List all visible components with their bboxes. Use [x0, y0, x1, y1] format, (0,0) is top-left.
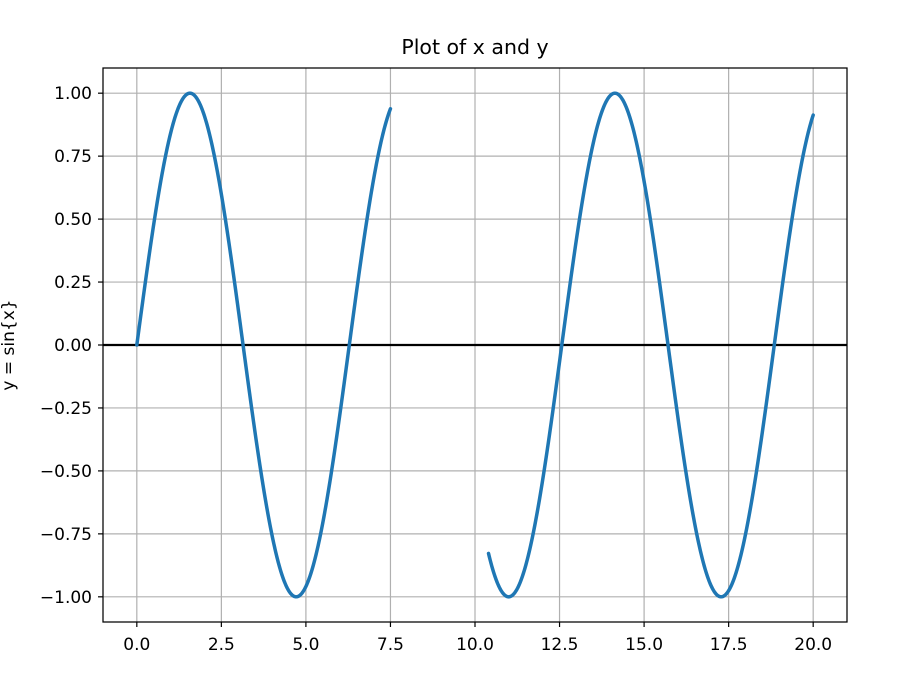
y-tick-label: −0.50: [40, 462, 92, 482]
x-tick-label: 7.5: [377, 635, 404, 655]
x-tick-label: 20.0: [794, 635, 832, 655]
y-tick-label: −1.00: [40, 588, 92, 608]
series-line-segment: [486, 91, 815, 599]
x-tick-label: 17.5: [710, 635, 748, 655]
x-tick-label: 5.0: [292, 635, 319, 655]
x-tick-label: 15.0: [625, 635, 663, 655]
y-tick-label: 0.25: [54, 273, 92, 293]
series-line-segment: [135, 91, 393, 599]
chart-title: Plot of x and y: [401, 35, 548, 59]
y-tick-label: 0.75: [54, 147, 92, 167]
y-axis-ticks: 1.00 0.75 0.50 0.25 0.00 −0.25 −0.50 −0.75 −1.00: [40, 84, 103, 608]
x-tick-label: 0.0: [123, 635, 150, 655]
y-tick-label: 1.00: [54, 84, 92, 104]
y-tick-label: −0.75: [40, 525, 92, 545]
y-tick-label: −0.25: [40, 399, 92, 419]
x-tick-label: 12.5: [541, 635, 579, 655]
series-layer: [135, 91, 815, 599]
x-tick-label: 2.5: [208, 635, 235, 655]
y-axis-label: y = sin{x}: [0, 299, 19, 390]
x-axis-ticks: 0.0 2.5 5.0 7.5 10.0 12.5 15.0 17.5 20.0: [123, 622, 832, 655]
y-tick-label: 0.00: [54, 336, 92, 356]
x-tick-label: 10.0: [456, 635, 494, 655]
y-tick-label: 0.50: [54, 210, 92, 230]
